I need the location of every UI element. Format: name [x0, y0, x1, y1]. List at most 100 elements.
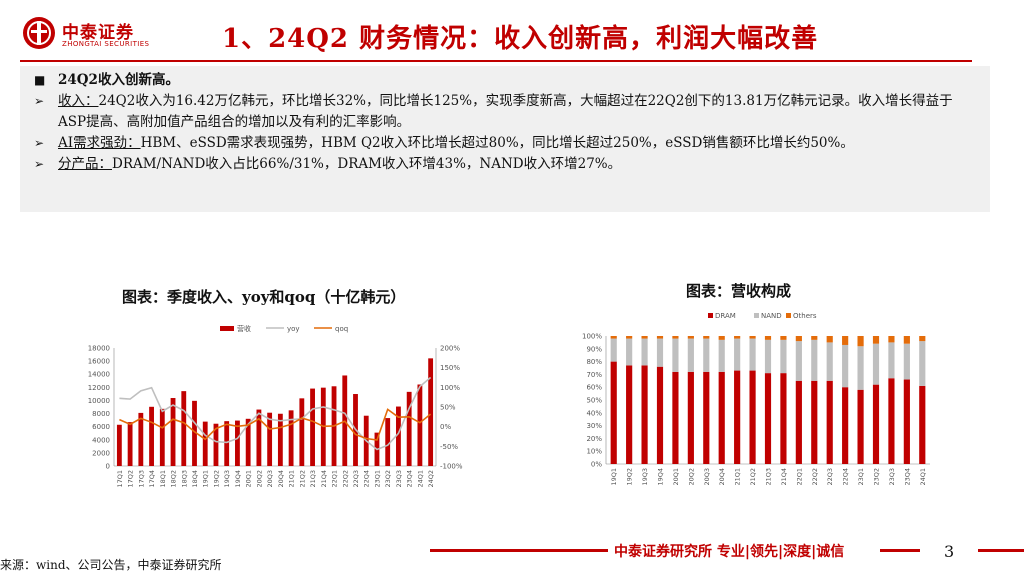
others-bar-segment: [656, 336, 664, 339]
right-y-tick-label: 100%: [440, 384, 460, 392]
x-tick-label: 23Q3: [888, 468, 896, 486]
right-y-tick-label: 0%: [440, 423, 451, 431]
nand-bar-segment: [734, 338, 741, 371]
summary-box: ■ 24Q2收入创新高。 ➢ 收入：24Q2收入为16.42万亿韩元，环比增长3…: [20, 66, 990, 212]
x-tick-label: 23Q4: [406, 470, 414, 488]
revenue-bar: [224, 421, 230, 466]
x-tick-label: 22Q1: [795, 468, 803, 486]
x-tick-label: 20Q1: [245, 470, 253, 488]
others-bar-segment: [857, 336, 864, 347]
source-note: 来源：wind、公司公告，中泰证券研究所: [0, 558, 222, 572]
logo-chinese-name: 中泰证券: [62, 23, 134, 43]
revenue-bar: [406, 391, 412, 466]
legend-label: DRAM: [715, 312, 736, 320]
left-y-tick-label: 16000: [88, 358, 110, 366]
revenue-bar: [396, 406, 401, 466]
revenue-yoy-qoq-chart: 营收 yoy qoq 0 2000 4000 6000 8000 10000 12000 14000…: [88, 324, 463, 488]
dram-bar-segment: [672, 371, 679, 464]
x-tick-label: 21Q1: [734, 468, 742, 486]
others-bar-segment: [734, 336, 741, 339]
revenue-bar: [428, 358, 434, 466]
legend-swatch-Others: [786, 313, 791, 318]
left-y-tick-label: 12000: [88, 384, 110, 392]
nand-bar-segment: [626, 338, 633, 366]
left-y-tick-label: 6000: [92, 423, 110, 431]
x-tick-label: 20Q3: [266, 470, 274, 488]
x-tick-label: 24Q1: [919, 468, 927, 486]
summary-item-by-product: ➢ 分产品：DRAM/NAND收入占比66%/31%，DRAM收入环增43%，N…: [34, 154, 980, 175]
nand-bar-segment: [764, 339, 772, 374]
dram-bar-segment: [826, 380, 833, 464]
yoy-line: [119, 376, 432, 451]
nand-bar-segment: [780, 339, 787, 374]
x-tick-label: 22Q3: [352, 470, 360, 488]
nand-bar-segment: [672, 338, 679, 372]
footer-brand: 中泰证券研究所 专业|领先|深度|诚信: [614, 544, 845, 560]
right-y-tick-label: 200%: [440, 345, 460, 353]
dram-bar-segment: [842, 387, 849, 464]
x-tick-label: 18Q1: [159, 470, 167, 488]
revenue-bar: [256, 409, 262, 466]
x-tick-label: 20Q1: [672, 468, 680, 486]
revenue-bar: [116, 424, 122, 466]
title-divider: [20, 60, 972, 62]
legend-swatch-DRAM: [708, 313, 713, 318]
footer-rule-mid: [880, 549, 920, 552]
legend-label: yoy: [287, 325, 300, 333]
revenue-bar: [235, 420, 240, 466]
y-tick-label: 0%: [591, 461, 602, 469]
others-bar-segment: [626, 336, 633, 339]
x-tick-label: 19Q3: [641, 468, 649, 486]
others-bar-segment: [749, 336, 756, 339]
nand-bar-segment: [749, 338, 756, 371]
x-tick-label: 23Q1: [373, 470, 381, 488]
logo-english-name: ZHONGTAI SECURITIES: [62, 40, 150, 48]
nand-bar-segment: [872, 343, 880, 385]
x-tick-label: 19Q1: [610, 468, 618, 486]
right-y-tick-label: 150%: [440, 364, 460, 372]
x-tick-label: 19Q4: [657, 468, 665, 486]
revenue-bar: [288, 410, 294, 466]
x-tick-label: 17Q4: [148, 470, 156, 488]
others-bar-segment: [903, 336, 910, 344]
left-y-tick-label: 0: [106, 463, 110, 471]
others-bar-segment: [919, 336, 926, 342]
x-tick-label: 24Q2: [427, 470, 435, 488]
nand-bar-segment: [718, 339, 725, 372]
x-tick-label: 22Q4: [363, 470, 371, 488]
summary-item-text: 24Q2收入为16.42万亿韩元，环比增长32%，同比增长125%，实现季度新高…: [58, 93, 953, 130]
revenue-bar: [181, 391, 187, 466]
y-tick-label: 10%: [586, 448, 602, 456]
summary-item-text: DRAM/NAND收入占比66%/31%，DRAM收入环增43%，NAND收入环…: [112, 156, 622, 172]
others-bar-segment: [826, 336, 833, 343]
x-tick-label: 21Q1: [288, 470, 296, 488]
x-tick-label: 19Q2: [626, 468, 634, 486]
right-chart-title: 图表：营收构成: [686, 282, 792, 300]
others-bar-segment: [764, 336, 772, 340]
nand-bar-segment: [610, 338, 617, 362]
dram-bar-segment: [811, 380, 818, 464]
nand-bar-segment: [811, 339, 818, 381]
revenue-bar: [213, 423, 219, 466]
x-tick-label: 21Q4: [320, 470, 328, 488]
legend-swatch-营收: [220, 326, 234, 331]
dram-bar-segment: [610, 361, 617, 464]
x-tick-label: 21Q3: [765, 468, 773, 486]
x-tick-label: 23Q4: [903, 468, 911, 486]
x-tick-label: 20Q2: [255, 470, 263, 488]
nand-bar-segment: [687, 338, 694, 372]
x-tick-label: 23Q2: [384, 470, 392, 488]
x-tick-label: 22Q2: [341, 470, 349, 488]
revenue-bar: [277, 413, 283, 466]
others-bar-segment: [718, 336, 725, 340]
dram-bar-segment: [857, 389, 864, 464]
y-tick-label: 90%: [586, 345, 602, 353]
arrow-bullet-icon: ➢: [34, 94, 45, 108]
page-number: 3: [944, 542, 955, 561]
dram-bar-segment: [903, 379, 910, 464]
revenue-bar: [245, 418, 251, 466]
revenue-bar: [192, 400, 197, 466]
revenue-bar: [310, 388, 315, 466]
summary-heading: 24Q2收入创新高。: [58, 72, 179, 88]
x-tick-label: 18Q3: [180, 470, 188, 488]
